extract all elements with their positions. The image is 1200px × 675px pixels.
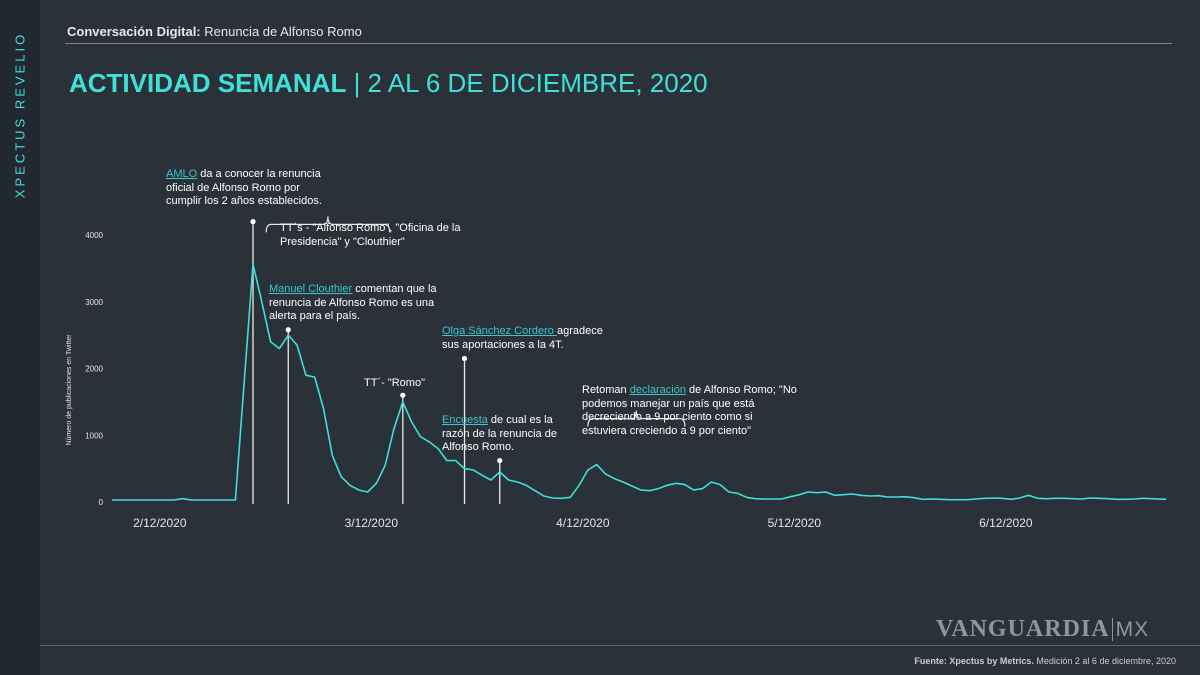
olga-text: agradece sus aportaciones a la 4T. <box>442 325 603 351</box>
footer-bold: Fuente: Xpectus by Metrics. <box>914 656 1034 666</box>
annotation-romo: TT´- "Romo" <box>364 377 425 391</box>
x-axis: 2/12/2020 3/12/2020 4/12/2020 5/12/2020 6/12… <box>133 516 1033 530</box>
annotation-trending-topics: TT´s - "Alfonso Romo", "Oficina de la Pr… <box>280 222 465 249</box>
annotation-marker <box>285 327 291 333</box>
clouthier-text: comentan que la renuncia de Alfonso Romo… <box>269 283 437 322</box>
x-tick-label: 2/12/2020 <box>133 516 187 530</box>
logo-main: VANGUARDIA <box>936 616 1110 642</box>
encuesta-link[interactable]: Encuesta <box>442 414 488 426</box>
vanguardia-logo: VANGUARDIA MX <box>936 616 1150 643</box>
x-tick-label: 3/12/2020 <box>345 516 399 530</box>
y-tick-label: 3000 <box>85 298 103 307</box>
olga-link[interactable]: Olga Sánchez Cordero <box>442 325 557 337</box>
annotation-marker <box>400 392 406 398</box>
annotation-markers <box>250 219 503 464</box>
footer-rest: Medición 2 al 6 de diciembre, 2020 <box>1033 656 1176 666</box>
retoman-prefix: Retoman <box>582 384 630 396</box>
annotation-marker <box>250 219 256 225</box>
y-tick-label: 4000 <box>85 231 103 240</box>
encuesta-text: de cual es la razón de la renuncia de Al… <box>442 414 557 453</box>
title-rest: | 2 AL 6 DE DICIEMBRE, 2020 <box>346 68 708 98</box>
subtitle-bold: Conversación Digital: <box>67 24 201 39</box>
declaracion-link[interactable]: declaración <box>629 384 686 396</box>
retoman-text: de Alfonso Romo; "No podemos manejar un … <box>582 384 797 437</box>
x-tick-label: 5/12/2020 <box>768 516 822 530</box>
x-tick-label: 6/12/2020 <box>979 516 1033 530</box>
tts-text: TT´s - "Alfonso Romo", "Oficina de la Pr… <box>280 222 461 248</box>
subtitle: Conversación Digital: Renuncia de Alfons… <box>67 24 362 39</box>
y-tick-label: 1000 <box>85 431 103 440</box>
header-divider <box>65 43 1172 44</box>
series-line <box>112 263 1167 501</box>
amlo-link[interactable]: AMLO <box>166 168 198 180</box>
clouthier-link[interactable]: Manuel Clouthier <box>269 283 353 295</box>
amlo-text: da a conocer la renuncia oficial de Alfo… <box>166 168 322 207</box>
curly-bracket <box>265 216 391 233</box>
y-axis-label: Número de publicaciones en Twitter <box>66 334 73 446</box>
annotation-clouthier: Manuel Clouthier comentan que la renunci… <box>269 283 454 324</box>
sidebar: XPECTUS REVELIO <box>0 0 40 675</box>
romo-text: TT´- "Romo" <box>364 377 425 389</box>
annotation-stems <box>252 221 501 504</box>
annotation-marker <box>497 458 503 464</box>
y-tick-label: 0 <box>99 498 104 507</box>
source-footer: Fuente: Xpectus by Metrics. Medición 2 a… <box>914 656 1176 666</box>
annotation-olga: Olga Sánchez Cordero agradece sus aporta… <box>442 325 622 352</box>
page-title: ACTIVIDAD SEMANAL | 2 AL 6 DE DICIEMBRE,… <box>69 68 708 99</box>
x-tick-label: 4/12/2020 <box>556 516 610 530</box>
y-axis: 0 1000 2000 3000 4000 <box>85 231 103 507</box>
annotation-amlo: AMLO da a conocer la renuncia oficial de… <box>166 168 336 209</box>
logo-suffix: MX <box>1111 618 1150 641</box>
y-tick-label: 2000 <box>85 365 103 374</box>
annotation-encuesta: Encuesta de cual es la razón de la renun… <box>442 414 567 455</box>
annotation-marker <box>461 355 468 362</box>
subtitle-rest: Renuncia de Alfonso Romo <box>200 24 362 39</box>
footer-divider <box>40 645 1200 646</box>
title-bold: ACTIVIDAD SEMANAL <box>69 68 347 98</box>
annotation-retoman: Retoman declaración de Alfonso Romo; "No… <box>582 384 797 438</box>
